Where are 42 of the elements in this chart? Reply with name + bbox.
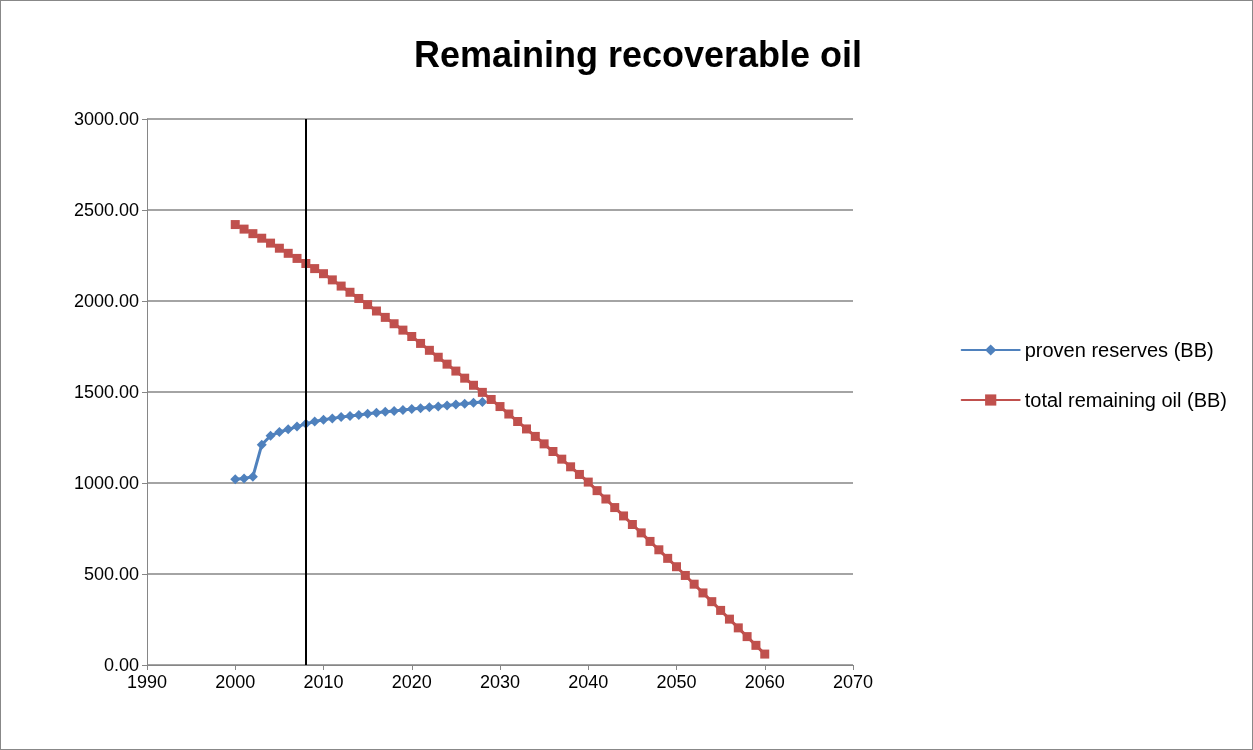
point	[344, 411, 355, 422]
x-tick-label: 2040	[568, 672, 609, 692]
point	[450, 399, 461, 410]
point	[318, 414, 329, 425]
x-tick-label: 2030	[479, 672, 521, 692]
x-tick-label: 2060	[744, 672, 785, 692]
point	[380, 406, 391, 417]
point	[371, 407, 382, 418]
point	[468, 397, 479, 408]
y-tick-label: 1000.00	[73, 473, 139, 493]
point	[424, 402, 435, 413]
chart-title: Remaining recoverable oil	[413, 33, 863, 75]
y-tick-label: 2000.00	[73, 291, 139, 311]
y-tick-label: 3000.00	[73, 109, 139, 129]
y-tick-label: 1500.00	[73, 382, 139, 402]
y-tick-label: 500.00	[83, 564, 139, 584]
x-tick-label: 2020	[391, 672, 432, 692]
point	[239, 473, 250, 484]
point	[327, 413, 338, 424]
point	[256, 439, 267, 450]
point	[309, 416, 320, 427]
legend-label: total remaining oil (BB)	[1024, 389, 1228, 411]
point	[362, 408, 373, 419]
y-tick-label: 0.00	[103, 655, 139, 675]
point	[292, 421, 303, 432]
x-tick-label: 2070	[832, 672, 874, 692]
x-tick-label: 2000	[215, 672, 256, 692]
point	[283, 424, 294, 435]
point	[477, 397, 488, 408]
x-tick-label: 2050	[656, 672, 697, 692]
point	[274, 427, 285, 438]
point	[247, 471, 258, 482]
point	[415, 403, 426, 414]
point	[459, 398, 470, 409]
point	[265, 430, 276, 441]
point	[230, 474, 241, 485]
legend-label: proven reserves (BB)	[1024, 339, 1214, 361]
x-tick-label: 1990	[126, 672, 168, 692]
point	[442, 400, 453, 411]
x-tick-label: 2010	[303, 672, 344, 692]
point	[433, 401, 444, 412]
y-tick-label: 2500.00	[73, 200, 139, 220]
